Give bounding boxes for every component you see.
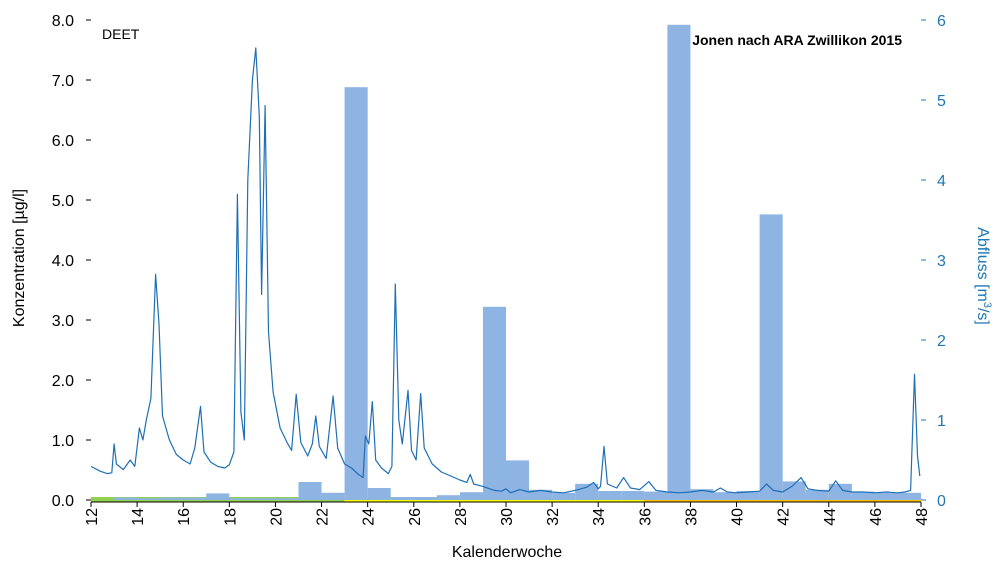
bar-30 bbox=[805, 489, 829, 500]
bar-19 bbox=[552, 492, 576, 500]
bar-7 bbox=[275, 498, 299, 500]
y2-tick-label-6: 6 bbox=[937, 13, 946, 30]
x-tick-label-10: 32 bbox=[545, 508, 562, 526]
bar-21 bbox=[598, 491, 622, 500]
x-tick-label-8: 28 bbox=[453, 508, 470, 526]
y2-axis-title: Abfluss [m3/s] bbox=[974, 227, 993, 325]
bar-28 bbox=[759, 214, 783, 500]
bar-12 bbox=[390, 497, 414, 500]
bar-6 bbox=[252, 498, 276, 500]
line-series bbox=[90, 47, 921, 494]
x-tick-label-12: 36 bbox=[637, 508, 654, 526]
y2-tick-label-2: 2 bbox=[937, 333, 946, 350]
x-tick-label-17: 46 bbox=[868, 508, 885, 526]
y-tick-label-4: 4.0 bbox=[52, 253, 74, 270]
y-tick-label-7: 7.0 bbox=[52, 73, 74, 90]
bar-17 bbox=[506, 460, 530, 500]
bar-22 bbox=[621, 491, 645, 500]
bar-33 bbox=[874, 492, 898, 500]
bar-4 bbox=[206, 493, 230, 500]
bar-29 bbox=[782, 481, 806, 500]
y2-tick-label-5: 5 bbox=[937, 93, 946, 110]
bar-5 bbox=[229, 498, 253, 500]
y-tick-label-0: 0.0 bbox=[52, 493, 74, 510]
bar-8 bbox=[298, 482, 322, 500]
x-tick-label-11: 34 bbox=[591, 508, 608, 526]
chart-title: Jonen nach ARA Zwillikon 2015 bbox=[692, 32, 902, 48]
y2-axis-title-part2: /s] bbox=[974, 308, 991, 325]
bar-2 bbox=[160, 497, 184, 500]
bar-11 bbox=[367, 488, 391, 500]
x-tick-label-7: 26 bbox=[407, 508, 424, 526]
x-tick-label-9: 30 bbox=[499, 508, 516, 526]
y2-tick-label-4: 4 bbox=[937, 173, 946, 190]
x-tick-label-16: 44 bbox=[822, 508, 839, 526]
annotation-label: DEET bbox=[102, 26, 140, 42]
x-axis-ticks: 12 14 16 18 20 22 24 26 28 30 32 34 36 38 40 42 44 46 48 bbox=[84, 502, 931, 526]
line-abfluss bbox=[90, 47, 921, 494]
bar-0 bbox=[114, 497, 138, 500]
x-tick-label-2: 16 bbox=[176, 508, 193, 526]
bar-25 bbox=[690, 489, 714, 500]
x-tick-label-18: 48 bbox=[914, 508, 931, 526]
bar-9 bbox=[321, 492, 345, 500]
x-tick-label-4: 20 bbox=[268, 508, 285, 526]
y-tick-label-5: 5.0 bbox=[52, 193, 74, 210]
x-tick-label-5: 22 bbox=[315, 508, 332, 526]
y-tick-label-2: 2.0 bbox=[52, 373, 74, 390]
y-tick-label-6: 6.0 bbox=[52, 133, 74, 150]
bar-15 bbox=[459, 492, 483, 500]
y2-axis-title-superscript: 3 bbox=[981, 302, 993, 308]
y-tick-label-1: 1.0 bbox=[52, 433, 74, 450]
y-axis-title: Konzentration [µg/l] bbox=[11, 189, 28, 327]
x-tick-label-6: 24 bbox=[361, 508, 378, 526]
x-tick-label-14: 40 bbox=[730, 508, 747, 526]
x-tick-label-15: 42 bbox=[776, 508, 793, 526]
bar-23 bbox=[644, 491, 668, 500]
bar-10 bbox=[344, 87, 368, 500]
x-tick-label-1: 14 bbox=[130, 508, 147, 526]
bar-32 bbox=[851, 491, 875, 500]
bar-20 bbox=[575, 483, 599, 500]
bar-14 bbox=[436, 495, 460, 500]
y2-tick-label-0: 0 bbox=[937, 493, 946, 510]
bar-13 bbox=[413, 497, 437, 500]
x-axis-title: Kalenderwoche bbox=[452, 544, 562, 561]
bar-26 bbox=[713, 492, 737, 500]
bar-18 bbox=[529, 489, 553, 500]
bar-27 bbox=[736, 491, 760, 500]
bar-1 bbox=[137, 498, 161, 500]
y-tick-label-3: 3.0 bbox=[52, 313, 74, 330]
x-tick-label-3: 18 bbox=[222, 508, 239, 526]
bar-3 bbox=[183, 497, 207, 500]
y-tick-label-8: 8.0 bbox=[52, 13, 74, 30]
y2-tick-label-3: 3 bbox=[937, 253, 946, 270]
bar-34 bbox=[897, 492, 921, 500]
left-axis-ticks: 0.0 1.0 2.0 3.0 4.0 5.0 6.0 7.0 8.0 bbox=[52, 13, 91, 510]
right-axis-ticks: 0 1 2 3 4 5 6 bbox=[921, 13, 946, 510]
y2-axis-title-part1: Abfluss [m bbox=[974, 227, 991, 302]
bar-31 bbox=[828, 483, 852, 500]
x-tick-label-13: 38 bbox=[683, 508, 700, 526]
y2-tick-label-1: 1 bbox=[937, 413, 946, 430]
bar-16 bbox=[482, 306, 506, 500]
x-tick-label-0: 12 bbox=[84, 508, 101, 526]
bar-series bbox=[114, 24, 921, 501]
bar-24 bbox=[667, 24, 691, 501]
